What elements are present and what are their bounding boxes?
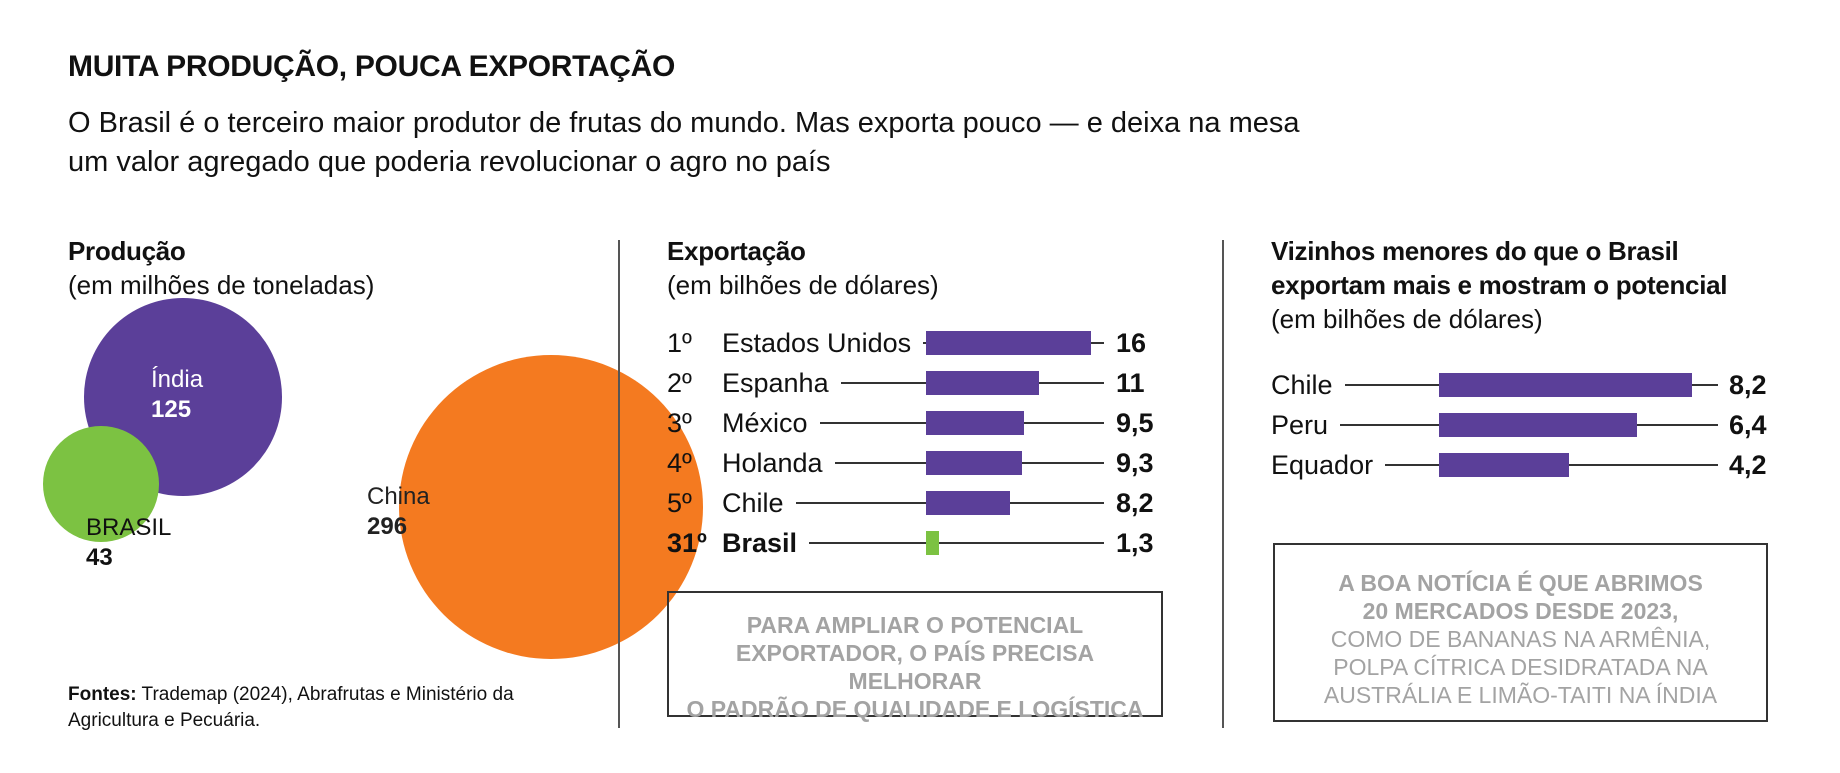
exports-title: Exportação (667, 236, 806, 266)
production-bubble-chart: China 296 Índia 125 BRASIL 43 (0, 0, 703, 773)
bubble-text: China 296 (367, 482, 430, 542)
bubble-value: 43 (86, 544, 113, 571)
bubble-label: BRASIL (86, 514, 172, 541)
exports-row: 31º Brasil 1,3 (0, 523, 1200, 563)
sources-text: Trademap (2024), Abrafrutas e Ministério… (68, 684, 514, 731)
exports-rank: 3º (667, 408, 692, 438)
neighbors-row: Equador 4,2 (0, 445, 1840, 485)
neighbors-country: Chile (1271, 370, 1333, 400)
bubble-brasil (43, 426, 159, 542)
exports-note-line-2a: EXPORTADOR, O (735, 640, 934, 666)
exports-rank: 4º (667, 448, 692, 478)
exports-subtitle: (em bilhões de dólares) (667, 270, 939, 300)
neighbors-note-line-3: COMO DE BANANAS NA ARMÊNIA, (1330, 626, 1711, 652)
neighbors-bar (1439, 373, 1693, 397)
exports-row: 2º Espanha 11 (0, 363, 1200, 403)
exports-bar (926, 411, 1024, 435)
exports-value: 11 (1116, 368, 1145, 398)
page-title: MUITA PRODUÇÃO, POUCA EXPORTAÇÃO (68, 50, 676, 83)
exports-rank: 31º (667, 528, 707, 558)
exports-bar (926, 451, 1022, 475)
neighbors-note-line-2: 20 MERCADOS DESDE 2023, (1362, 598, 1679, 624)
exports-note-line-2: EXPORTADOR, O PAÍS PRECISA MELHORAR (669, 639, 1161, 695)
exports-rank: 2º (667, 368, 692, 398)
exports-rank: 5º (667, 488, 692, 518)
neighbors-row: Peru 6,4 (0, 405, 1840, 445)
sources-label: Fontes: (68, 684, 137, 705)
exports-row: 5º Chile 8,2 (0, 483, 1200, 523)
exports-bar (926, 491, 1011, 515)
bubble-text: Índia 125 (151, 365, 203, 425)
divider-right (1222, 240, 1224, 728)
page-subtitle: O Brasil é o terceiro maior produtor de … (68, 104, 1468, 182)
exports-country: Chile (722, 488, 784, 518)
neighbors-note-line-4: POLPA CÍTRICA DESIDRATADA NA (1333, 654, 1708, 680)
neighbors-subtitle: (em bilhões de dólares) (1271, 304, 1543, 334)
exports-country: Estados Unidos (722, 328, 912, 358)
exports-value: 8,2 (1116, 488, 1154, 518)
exports-bar-chart: 1º Estados Unidos 16 2º Espanha 11 3º México 9,5… (0, 323, 1200, 563)
neighbors-row: Chile 8,2 (0, 365, 1840, 405)
exports-value: 9,3 (1116, 448, 1154, 478)
exports-country: Espanha (722, 368, 829, 398)
exports-bar (926, 331, 1091, 355)
exports-leader-line (809, 542, 1104, 544)
sources-note: Fontes: Trademap (2024), Abrafrutas e Mi… (68, 682, 538, 734)
neighbors-value: 6,4 (1729, 410, 1767, 440)
neighbors-title: Vizinhos menores do que o Brasil exporta… (1271, 234, 1728, 302)
exports-rank: 1º (667, 328, 692, 358)
exports-country: Holanda (722, 448, 823, 478)
bubble-value: 296 (367, 513, 408, 540)
neighbors-note-line-1: A BOA NOTÍCIA É QUE ABRIMOS (1338, 570, 1703, 596)
bubble-value: 125 (151, 396, 192, 423)
bubble-label: Índia (151, 366, 204, 393)
bubble-text: BRASIL 43 (86, 513, 171, 573)
divider-left (618, 240, 620, 728)
exports-row: 3º México 9,5 (0, 403, 1200, 443)
exports-country: México (722, 408, 808, 438)
subtitle-line-2: um valor agregado que poderia revolucion… (68, 146, 831, 178)
neighbors-country: Peru (1271, 410, 1329, 440)
exports-note-line-2b: PAÍS PRECISA MELHORAR (848, 640, 1095, 694)
exports-value: 1,3 (1116, 528, 1154, 558)
neighbors-bar (1439, 453, 1569, 477)
subtitle-line-1: O Brasil é o terceiro maior produtor de … (68, 107, 1300, 139)
exports-value: 16 (1116, 328, 1147, 358)
exports-note-line-1: PARA AMPLIAR O POTENCIAL (746, 612, 1084, 638)
exports-bar (926, 531, 940, 555)
bubble-label: China (367, 483, 430, 510)
neighbors-note-line-5: AUSTRÁLIA E LIMÃO-TAITI NA ÍNDIA (1323, 682, 1718, 708)
neighbors-title-line-1: Vizinhos menores do que o Brasil (1271, 236, 1679, 266)
exports-country: Brasil (722, 528, 798, 558)
neighbors-note-box: A BOA NOTÍCIA É QUE ABRIMOS 20 MERCADOS … (1273, 543, 1768, 722)
neighbors-country: Equador (1271, 450, 1374, 480)
exports-row: 4º Holanda 9,3 (0, 443, 1200, 483)
exports-row: 1º Estados Unidos 16 (0, 323, 1200, 363)
exports-value: 9,5 (1116, 408, 1154, 438)
neighbors-value: 8,2 (1729, 370, 1767, 400)
exports-bar (926, 371, 1040, 395)
neighbors-bar (1439, 413, 1637, 437)
bubble-china (399, 355, 703, 659)
production-subtitle: (em milhões de toneladas) (68, 270, 375, 300)
neighbors-value: 4,2 (1729, 450, 1767, 480)
neighbors-title-line-2: exportam mais e mostram o potencial (1271, 270, 1728, 300)
production-title: Produção (68, 236, 186, 266)
exports-note-box: PARA AMPLIAR O POTENCIAL EXPORTADOR, O P… (667, 591, 1163, 722)
exports-note-line-3: O PADRÃO DE QUALIDADE E LOGÍSTICA (686, 696, 1144, 722)
